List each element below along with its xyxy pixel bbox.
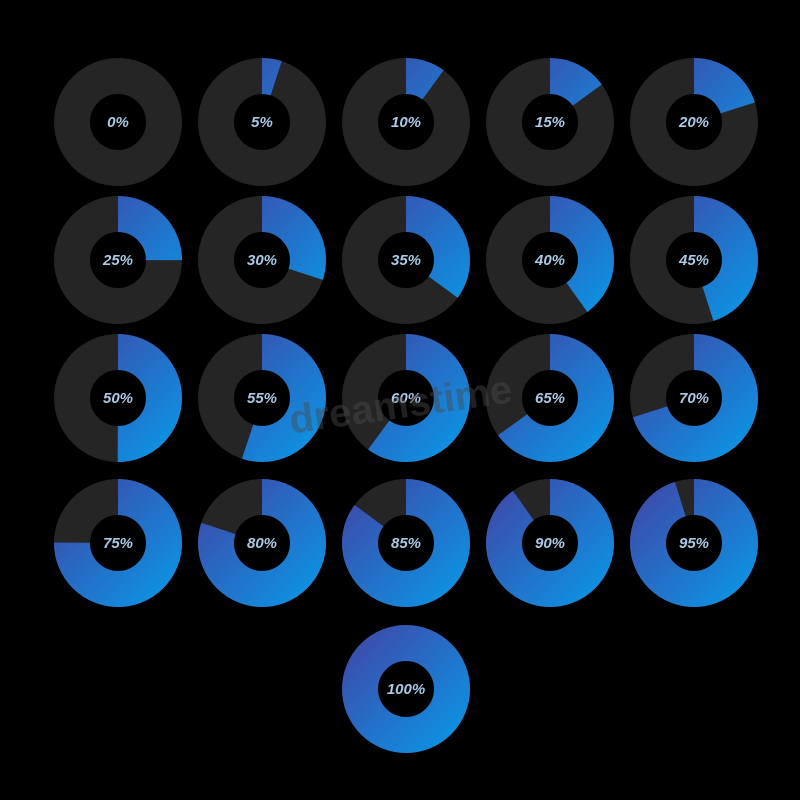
- ring-grid: 0% 5% 10% 15% 20% 25% 30% 35% 40% 45% 50% 55% 60% 65%…: [54, 58, 758, 753]
- progress-ring: 20%: [630, 58, 758, 186]
- progress-ring: 85%: [342, 479, 470, 607]
- progress-ring: 50%: [54, 334, 182, 462]
- ring-percent-label: 10%: [391, 114, 421, 131]
- ring-percent-label: 70%: [679, 390, 709, 407]
- ring-progress-arc: [54, 479, 182, 607]
- ring-progress-arc: [342, 196, 470, 324]
- ring-progress-arc: [630, 196, 758, 324]
- ring-percent-label: 0%: [107, 114, 129, 131]
- ring-percent-label: 20%: [678, 114, 709, 131]
- progress-ring: 30%: [198, 196, 326, 324]
- progress-ring: 45%: [630, 196, 758, 324]
- progress-ring: 80%: [198, 479, 326, 607]
- ring-progress-arc: [198, 334, 326, 462]
- ring-progress-arc: [486, 196, 614, 324]
- ring-percent-label: 95%: [679, 535, 709, 552]
- progress-ring: 0%: [54, 58, 182, 186]
- ring-percent-label: 55%: [247, 390, 277, 407]
- progress-ring: 65%: [486, 334, 614, 462]
- ring-percent-label: 25%: [102, 252, 133, 269]
- ring-progress-arc: [198, 58, 326, 186]
- ring-progress-arc: [54, 334, 182, 462]
- ring-percent-label: 90%: [535, 535, 565, 552]
- progress-ring: 55%: [198, 334, 326, 462]
- ring-progress-arc: [54, 196, 182, 324]
- progress-ring: 10%: [342, 58, 470, 186]
- progress-ring: 60%: [342, 334, 470, 462]
- ring-progress-arc: [630, 479, 758, 607]
- ring-percent-label: 80%: [247, 535, 277, 552]
- ring-progress-arc: [342, 334, 470, 462]
- ring-percent-label: 5%: [251, 114, 273, 131]
- ring-percent-label: 100%: [387, 681, 425, 698]
- progress-ring: 100%: [342, 625, 470, 753]
- ring-percent-label: 50%: [103, 390, 133, 407]
- progress-ring: 90%: [486, 479, 614, 607]
- ring-percent-label: 45%: [678, 252, 709, 269]
- progress-ring: 25%: [54, 196, 182, 324]
- progress-ring: 15%: [486, 58, 614, 186]
- ring-percent-label: 65%: [535, 390, 565, 407]
- ring-percent-label: 30%: [247, 252, 277, 269]
- progress-ring: 75%: [54, 479, 182, 607]
- ring-percent-label: 15%: [535, 114, 565, 131]
- ring-track: [54, 58, 182, 186]
- ring-percent-label: 60%: [391, 390, 421, 407]
- ring-progress-arc: [198, 479, 326, 607]
- ring-progress-arc: [342, 625, 470, 753]
- ring-percent-label: 35%: [391, 252, 421, 269]
- ring-progress-arc: [486, 58, 614, 186]
- progress-ring: 70%: [630, 334, 758, 462]
- ring-progress-arc: [630, 334, 758, 462]
- progress-ring: 95%: [630, 479, 758, 607]
- ring-progress-arc: [198, 196, 326, 324]
- ring-progress-arc: [486, 334, 614, 462]
- progress-ring: 5%: [198, 58, 326, 186]
- progress-ring: 35%: [342, 196, 470, 324]
- ring-percent-label: 40%: [534, 252, 565, 269]
- progress-ring: 40%: [486, 196, 614, 324]
- ring-progress-arc: [342, 479, 470, 607]
- ring-percent-label: 85%: [391, 535, 421, 552]
- ring-progress-arc: [630, 58, 758, 186]
- ring-percent-label: 75%: [103, 535, 133, 552]
- ring-progress-arc: [342, 58, 470, 186]
- ring-progress-arc: [486, 479, 614, 607]
